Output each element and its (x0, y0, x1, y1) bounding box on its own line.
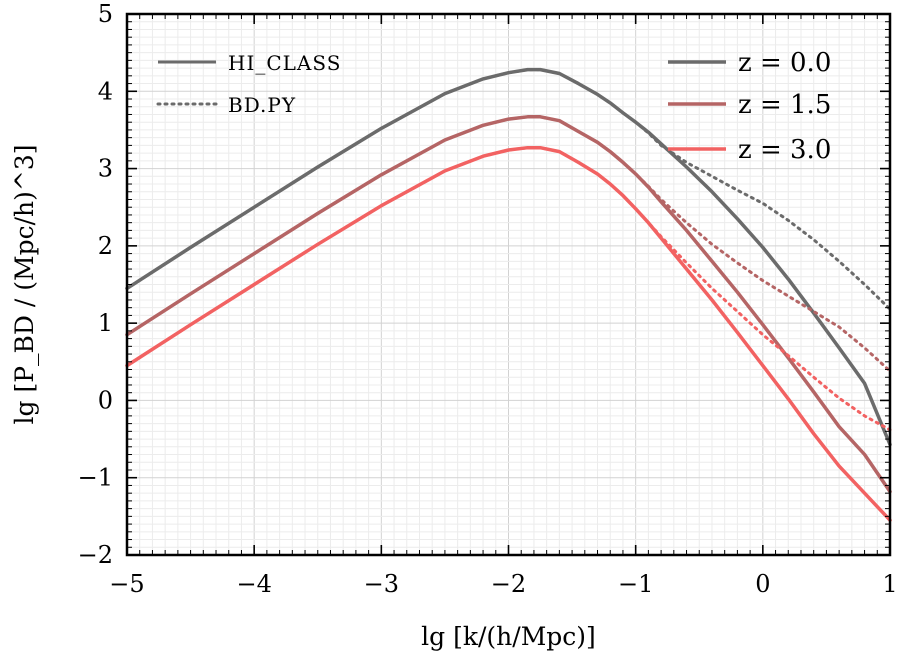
y-tick-label: 3 (98, 155, 113, 183)
x-tick-label: 1 (882, 570, 897, 598)
legend-label-bd-py: BD.PY (228, 93, 296, 117)
x-tick-label: 0 (755, 570, 770, 598)
y-axis-label: lg [P_BD / (Mpc/h)^3] (10, 145, 39, 425)
y-tick-label: −1 (78, 464, 113, 492)
y-tick-label: 1 (98, 309, 113, 337)
y-tick-label: −2 (78, 541, 113, 569)
tick-labels: −5 −4 −3 −2 −1 0 1 −2 −1 0 1 2 3 4 5 (78, 0, 898, 598)
legend-label-z0: z = 0.0 (738, 48, 831, 78)
series-line-bd-py-1 (125, 115, 892, 373)
series-line-bd-py-0 (125, 68, 892, 311)
legend-label-hi-class: HI_CLASS (228, 51, 341, 75)
x-axis-label: lg [k/(h/Mpc)] (421, 622, 596, 651)
axis-ticks (126, 13, 891, 556)
x-tick-label: −2 (491, 570, 526, 598)
legend-redshift: z = 0.0 z = 1.5 z = 3.0 (668, 48, 831, 165)
legend-label-z15: z = 1.5 (738, 90, 831, 120)
legend-label-z3: z = 3.0 (738, 135, 831, 165)
series-line-bd-py-2 (125, 146, 892, 432)
y-tick-label: 0 (98, 386, 113, 414)
series-lines (125, 67, 892, 522)
y-tick-label: 5 (98, 0, 113, 28)
y-tick-label: 4 (98, 77, 113, 105)
x-tick-label: −1 (618, 570, 653, 598)
x-tick-label: −4 (236, 570, 271, 598)
x-tick-label: −5 (109, 570, 144, 598)
x-tick-label: −3 (364, 570, 399, 598)
grid (126, 13, 891, 556)
y-tick-label: 2 (98, 232, 113, 260)
legend-line-style: HI_CLASS BD.PY (156, 51, 341, 117)
